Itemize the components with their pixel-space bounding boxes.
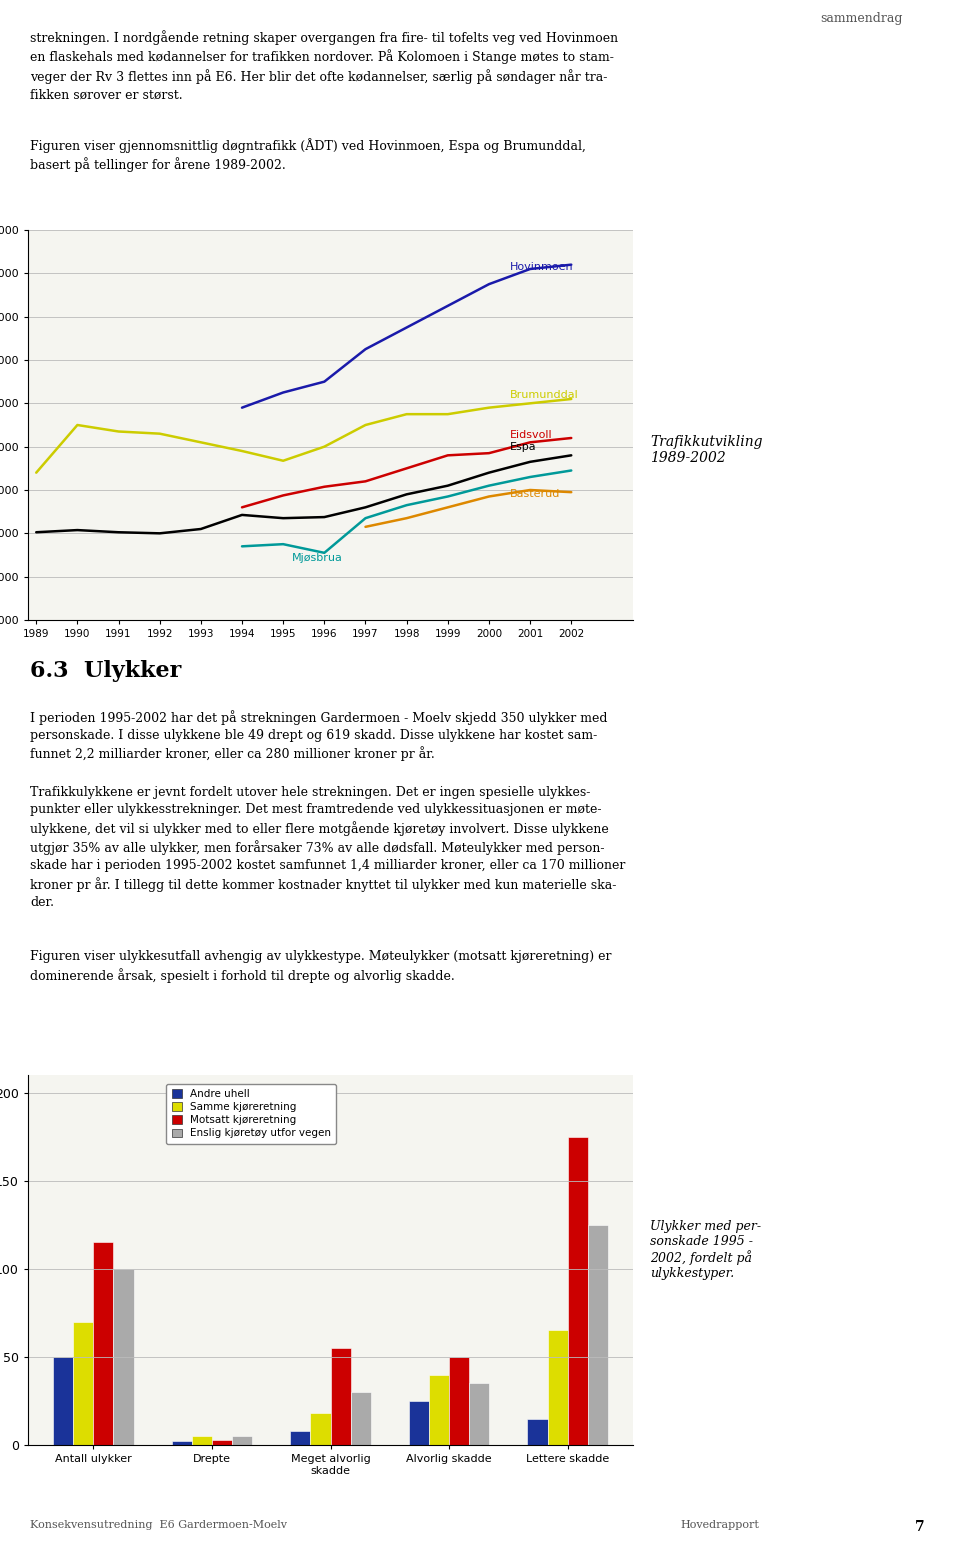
Bar — [409, 1401, 429, 1445]
Text: I perioden 1995-2002 har det på strekningen Gardermoen - Moelv skjedd 350 ulykke: I perioden 1995-2002 har det på streknin… — [30, 710, 608, 761]
Text: Espa: Espa — [510, 441, 536, 452]
Text: Trafikkulykkene er jevnt fordelt utover hele strekningen. Det er ingen spesielle: Trafikkulykkene er jevnt fordelt utover … — [30, 786, 625, 909]
Bar — [310, 1413, 330, 1445]
Text: Ulykker med per-
sonskade 1995 -
2002, fordelt på
ulykkestyper.: Ulykker med per- sonskade 1995 - 2002, f… — [650, 1220, 761, 1281]
Text: strekningen. I nordgående retning skaper overgangen fra fire- til tofelts veg ve: strekningen. I nordgående retning skaper… — [30, 30, 618, 101]
Text: Eidsvoll: Eidsvoll — [510, 429, 552, 440]
Bar — [449, 1357, 469, 1445]
Legend: Andre uhell, Samme kjøreretning, Motsatt kjøreretning, Enslig kjøretøy utfor veg: Andre uhell, Samme kjøreretning, Motsatt… — [166, 1084, 336, 1143]
Bar — [290, 1431, 310, 1445]
Bar — [429, 1374, 449, 1445]
Text: Figuren viser ulykkesutfall avhengig av ulykkestype. Møteulykker (motsatt kjører: Figuren viser ulykkesutfall avhengig av … — [30, 950, 612, 983]
Bar — [212, 1440, 232, 1445]
Bar — [547, 1331, 567, 1445]
Text: sammendrag: sammendrag — [820, 12, 902, 25]
Bar — [567, 1137, 588, 1445]
Bar — [232, 1437, 252, 1445]
Bar — [73, 1321, 93, 1445]
Bar — [330, 1348, 350, 1445]
Text: Hovinmoen: Hovinmoen — [510, 262, 573, 271]
Bar — [469, 1384, 490, 1445]
Bar — [588, 1225, 608, 1445]
Text: Brumunddal: Brumunddal — [510, 390, 578, 399]
Text: Konsekvensutredning  E6 Gardermoen-Moelv: Konsekvensutredning E6 Gardermoen-Moelv — [30, 1519, 287, 1530]
Text: 7: 7 — [915, 1519, 924, 1533]
Bar — [192, 1437, 212, 1445]
Text: Hovedrapport: Hovedrapport — [680, 1519, 758, 1530]
Bar — [113, 1268, 133, 1445]
Bar — [527, 1418, 547, 1445]
Bar — [53, 1357, 73, 1445]
Text: Mjøsbrua: Mjøsbrua — [292, 554, 343, 563]
Bar — [350, 1392, 371, 1445]
Text: 6.3  Ulykker: 6.3 Ulykker — [30, 660, 181, 682]
Bar — [93, 1242, 113, 1445]
Text: Figuren viser gjennomsnittlig døgntrafikk (ÅDT) ved Hovinmoen, Espa og Brumundda: Figuren viser gjennomsnittlig døgntrafik… — [30, 137, 586, 173]
Text: Basterud: Basterud — [510, 490, 560, 499]
Bar — [172, 1441, 192, 1445]
Text: Trafikkutvikling
1989-2002: Trafikkutvikling 1989-2002 — [650, 435, 762, 465]
